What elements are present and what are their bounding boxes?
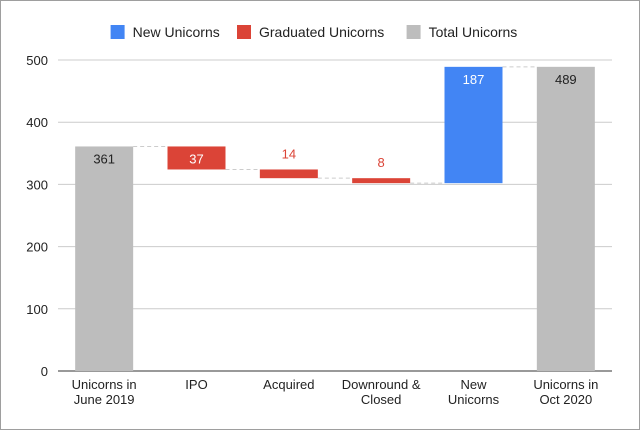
bar-new — [444, 66, 503, 184]
y-tick-label: 300 — [26, 177, 48, 192]
bars — [75, 66, 595, 371]
bar-graduated — [259, 169, 318, 179]
bar-value-label: 489 — [555, 72, 577, 87]
bar-total — [536, 66, 595, 371]
bar-labels: 361 37 14 8 187 489 — [93, 72, 576, 170]
legend-label-new: New Unicorns — [133, 24, 220, 40]
gridlines — [58, 59, 612, 372]
bar-value-label: 37 — [189, 151, 203, 166]
legend-label-graduated: Graduated Unicorns — [259, 24, 384, 40]
bar-value-label: 361 — [93, 151, 115, 166]
x-category-label: Acquired — [263, 377, 314, 392]
legend: New Unicorns Graduated Unicorns Total Unic… — [110, 24, 518, 40]
y-tick-label: 500 — [26, 53, 48, 68]
legend-swatch-new — [110, 25, 125, 39]
bar-value-label: 187 — [463, 72, 485, 87]
connector-lines — [133, 66, 537, 184]
bar-graduated — [167, 146, 226, 170]
bar-value-label: 8 — [378, 155, 385, 170]
bar-total — [75, 146, 134, 371]
y-tick-label: 400 — [26, 115, 48, 130]
legend-swatch-total — [406, 25, 421, 39]
bar-value-label: 14 — [282, 146, 296, 161]
x-category-label: Unicorns in — [533, 377, 598, 392]
x-category-label: Downround & — [342, 377, 421, 392]
x-category-label: IPO — [185, 377, 207, 392]
legend-swatch-graduated — [237, 25, 251, 39]
y-tick-label: 100 — [26, 302, 48, 317]
y-axis-ticks: 0 100 200 300 400 500 — [26, 53, 48, 379]
x-category-label: Unicorns — [448, 392, 500, 407]
x-category-label: Unicorns in — [72, 377, 137, 392]
y-tick-label: 200 — [26, 240, 48, 255]
x-category-label: Closed — [361, 392, 401, 407]
y-tick-label: 0 — [41, 364, 48, 379]
x-category-label: June 2019 — [74, 392, 135, 407]
bar-graduated — [352, 178, 411, 184]
x-category-label: Oct 2020 — [539, 392, 592, 407]
legend-label-total: Total Unicorns — [429, 24, 518, 40]
x-category-label: New — [460, 377, 487, 392]
